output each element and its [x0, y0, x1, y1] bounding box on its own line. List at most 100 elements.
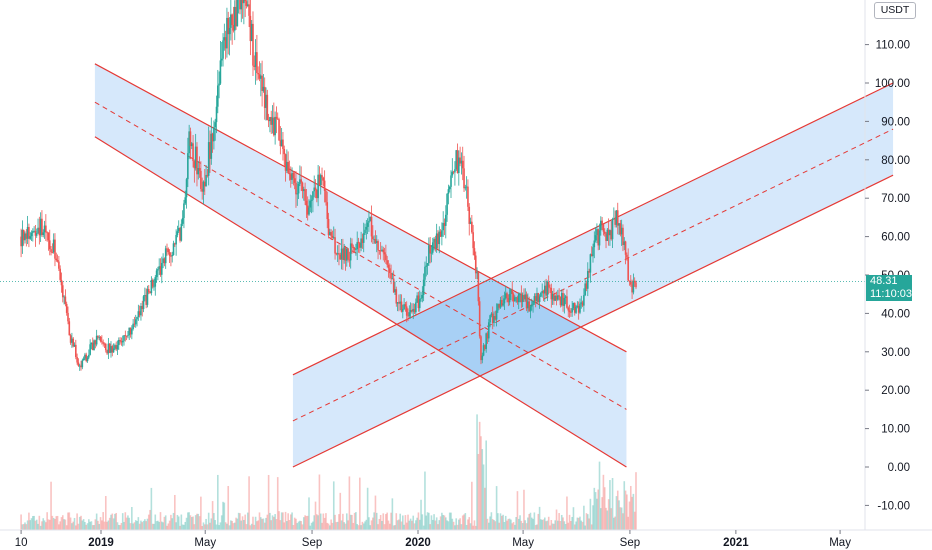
volume-bar — [438, 520, 441, 530]
volume-bar — [635, 472, 637, 530]
candle-body — [508, 294, 511, 303]
volume-bar — [345, 513, 348, 530]
volume-bar — [64, 519, 67, 530]
candle-body — [150, 280, 153, 294]
candle-body — [325, 190, 327, 203]
volume-bar — [123, 521, 125, 530]
volume-bar — [164, 515, 167, 530]
volume-bar — [532, 518, 534, 530]
candle-body — [217, 85, 219, 107]
volume-bar — [338, 514, 340, 530]
volume-bar — [382, 513, 385, 530]
volume-layer — [20, 414, 637, 530]
candle-body — [106, 350, 108, 354]
currency-selector[interactable]: USDT — [874, 2, 916, 19]
candle-body — [160, 262, 163, 275]
volume-bar — [430, 515, 433, 530]
volume-bar — [456, 524, 459, 530]
candle-body — [581, 302, 584, 306]
volume-bar — [567, 522, 570, 530]
candle-body — [421, 294, 424, 299]
candle-body — [162, 258, 164, 263]
candle-body — [395, 289, 398, 304]
volume-bar — [448, 512, 451, 530]
volume-bar — [114, 513, 116, 530]
volume-bar — [626, 494, 628, 530]
candle-body — [200, 170, 202, 189]
volume-bar — [176, 514, 179, 530]
candle-body — [232, 24, 235, 31]
volume-bar — [609, 480, 611, 530]
candle-body — [448, 186, 451, 190]
volume-bar — [95, 513, 98, 530]
volume-bar — [424, 471, 426, 530]
volume-bar — [124, 512, 127, 530]
candle-body — [213, 127, 215, 142]
volume-bar — [628, 501, 631, 530]
candle-body — [365, 226, 368, 230]
volume-bar — [296, 523, 299, 530]
volume-bar — [572, 507, 575, 530]
volume-bar — [451, 518, 454, 530]
volume-bar — [112, 518, 115, 530]
volume-bar — [219, 522, 222, 530]
volume-bar — [326, 522, 329, 530]
volume-bar — [538, 506, 541, 530]
candle-body — [190, 143, 193, 147]
volume-bar — [426, 512, 429, 530]
candle-body — [597, 229, 600, 246]
candle-body — [373, 239, 375, 240]
candle-body — [345, 249, 348, 261]
candle-body — [26, 226, 29, 239]
candle-body — [424, 266, 426, 280]
volume-bar — [421, 514, 424, 530]
volume-bar — [511, 523, 514, 530]
candle-body — [39, 218, 42, 236]
candle-body — [525, 294, 528, 309]
candle-body — [56, 260, 59, 262]
volume-bar — [245, 524, 248, 530]
candle-body — [614, 218, 616, 225]
candle-body — [559, 296, 562, 306]
volume-bar — [193, 524, 196, 530]
volume-bar — [594, 492, 597, 530]
candle-body — [519, 293, 521, 295]
candle-body — [560, 293, 563, 306]
candle-body — [261, 75, 263, 91]
candle-body — [85, 354, 88, 362]
x-tick-label: Sep — [302, 537, 322, 549]
x-tick-label: May — [512, 537, 534, 549]
volume-bar — [151, 523, 154, 530]
volume-bar — [58, 524, 60, 530]
candle-body — [91, 342, 94, 351]
candle-body — [607, 229, 610, 236]
volume-bar — [525, 523, 528, 530]
candle-body — [327, 219, 330, 236]
volume-bar — [217, 474, 219, 530]
volume-bar — [213, 513, 215, 530]
volume-bar — [614, 516, 616, 530]
candle-body — [22, 229, 25, 241]
candle-body — [553, 293, 555, 301]
candle-body — [616, 210, 619, 226]
candle-body — [154, 277, 157, 287]
candle-body — [480, 336, 482, 361]
candle-body — [37, 227, 39, 234]
candle-body — [411, 309, 413, 312]
volume-bar — [127, 515, 129, 530]
volume-bar — [322, 513, 325, 530]
candle-body — [286, 161, 288, 171]
volume-bar — [26, 520, 29, 530]
candle-body — [340, 248, 343, 260]
candle-body — [493, 316, 495, 323]
volume-bar — [47, 519, 50, 530]
candle-body — [524, 294, 527, 300]
candle-body — [338, 253, 340, 255]
candle-body — [230, 14, 232, 28]
volume-bar — [167, 523, 170, 530]
volume-bar — [361, 521, 364, 530]
volume-bar — [102, 512, 104, 530]
volume-bar — [467, 519, 469, 530]
